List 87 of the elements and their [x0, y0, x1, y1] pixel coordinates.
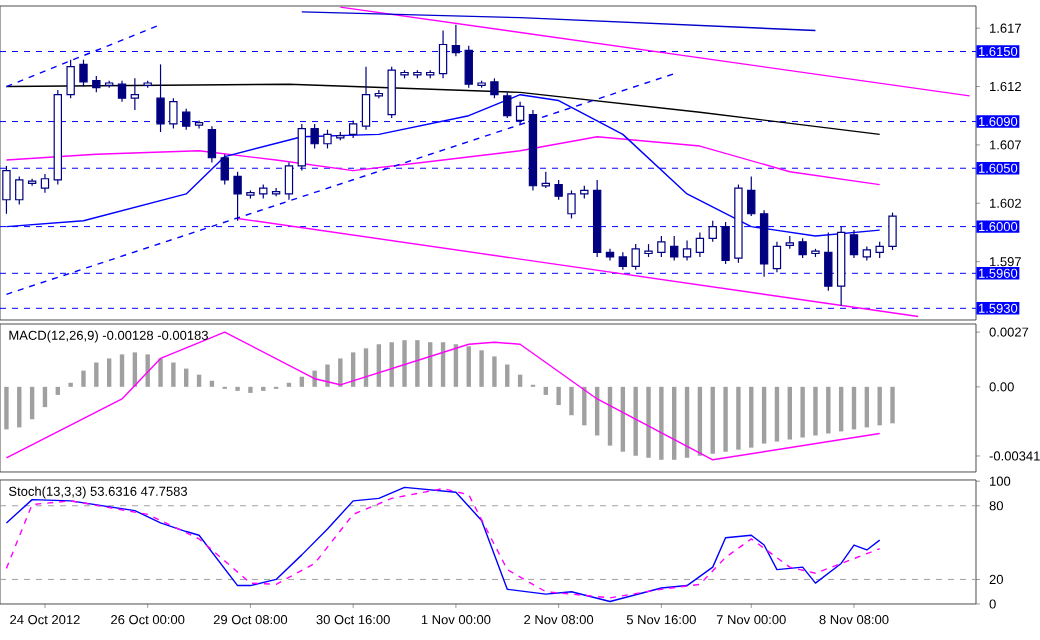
bar — [633, 386, 638, 456]
candlestick — [2, 165, 11, 215]
candlestick — [387, 66, 396, 119]
candlestick — [207, 125, 217, 164]
bar — [312, 370, 317, 387]
candlestick — [117, 80, 127, 103]
candlestick — [464, 45, 473, 89]
bar — [838, 386, 844, 432]
bar — [106, 358, 112, 387]
bar — [787, 386, 792, 440]
bar — [877, 386, 882, 426]
bar — [492, 356, 497, 387]
bar — [774, 386, 780, 442]
candlestick — [747, 175, 756, 217]
candlestick — [515, 101, 525, 125]
candlestick — [156, 63, 165, 133]
candlestick — [310, 123, 319, 149]
candlestick — [169, 97, 178, 130]
bar — [864, 386, 870, 428]
candlestick — [721, 221, 730, 265]
bar — [42, 386, 48, 408]
candlestick — [682, 240, 692, 262]
candlestick — [670, 235, 679, 262]
bar — [479, 350, 484, 387]
candlestick — [657, 235, 666, 258]
candlestick — [220, 153, 229, 186]
bar — [723, 386, 728, 452]
candlestick — [323, 129, 332, 149]
bar — [145, 354, 150, 387]
bar — [119, 354, 125, 387]
bar — [646, 386, 651, 458]
bar — [761, 386, 767, 444]
candlestick — [888, 212, 897, 251]
bar — [171, 362, 176, 387]
candlestick — [182, 108, 191, 131]
bar — [389, 342, 394, 387]
line-series — [5, 136, 881, 186]
bar — [4, 386, 9, 430]
candlestick — [554, 179, 563, 201]
bar — [158, 358, 163, 387]
bar — [81, 370, 86, 387]
bar — [29, 386, 35, 420]
candlestick — [297, 123, 306, 172]
candlestick — [66, 59, 75, 99]
bar — [556, 386, 561, 406]
candlestick — [772, 241, 782, 273]
bar — [710, 386, 715, 454]
candlestick — [708, 220, 717, 243]
bar — [800, 386, 805, 438]
bar — [415, 340, 420, 387]
bar — [659, 386, 664, 460]
candlestick — [361, 66, 371, 131]
candlestick — [284, 161, 294, 201]
candlestick — [503, 91, 512, 119]
candlestick — [451, 24, 461, 57]
bar — [890, 386, 895, 424]
candlestick — [130, 77, 140, 111]
bar — [749, 386, 754, 448]
candlestick — [798, 237, 807, 259]
bar — [338, 358, 343, 387]
bar — [736, 386, 741, 450]
candlestick — [490, 77, 499, 99]
bar — [466, 346, 471, 387]
line-series — [5, 331, 881, 461]
candlestick — [15, 175, 24, 206]
candlestick — [438, 29, 448, 79]
bar — [94, 362, 99, 387]
bar — [325, 364, 330, 387]
line-series — [5, 83, 881, 136]
candlestick — [233, 171, 242, 222]
bar — [813, 386, 818, 436]
bar — [826, 386, 831, 434]
bar — [569, 386, 574, 416]
bar — [184, 368, 189, 387]
bar — [505, 364, 510, 387]
candlestick — [824, 231, 833, 292]
bar — [17, 386, 22, 428]
candlestick — [631, 243, 640, 271]
candlestick — [194, 119, 204, 130]
bar — [582, 386, 587, 426]
bar — [248, 386, 253, 393]
candlestick — [567, 189, 576, 220]
bar — [402, 340, 407, 387]
candlestick — [849, 229, 859, 259]
candlestick — [79, 59, 88, 88]
candlestick — [695, 231, 705, 258]
candlestick — [40, 173, 50, 194]
